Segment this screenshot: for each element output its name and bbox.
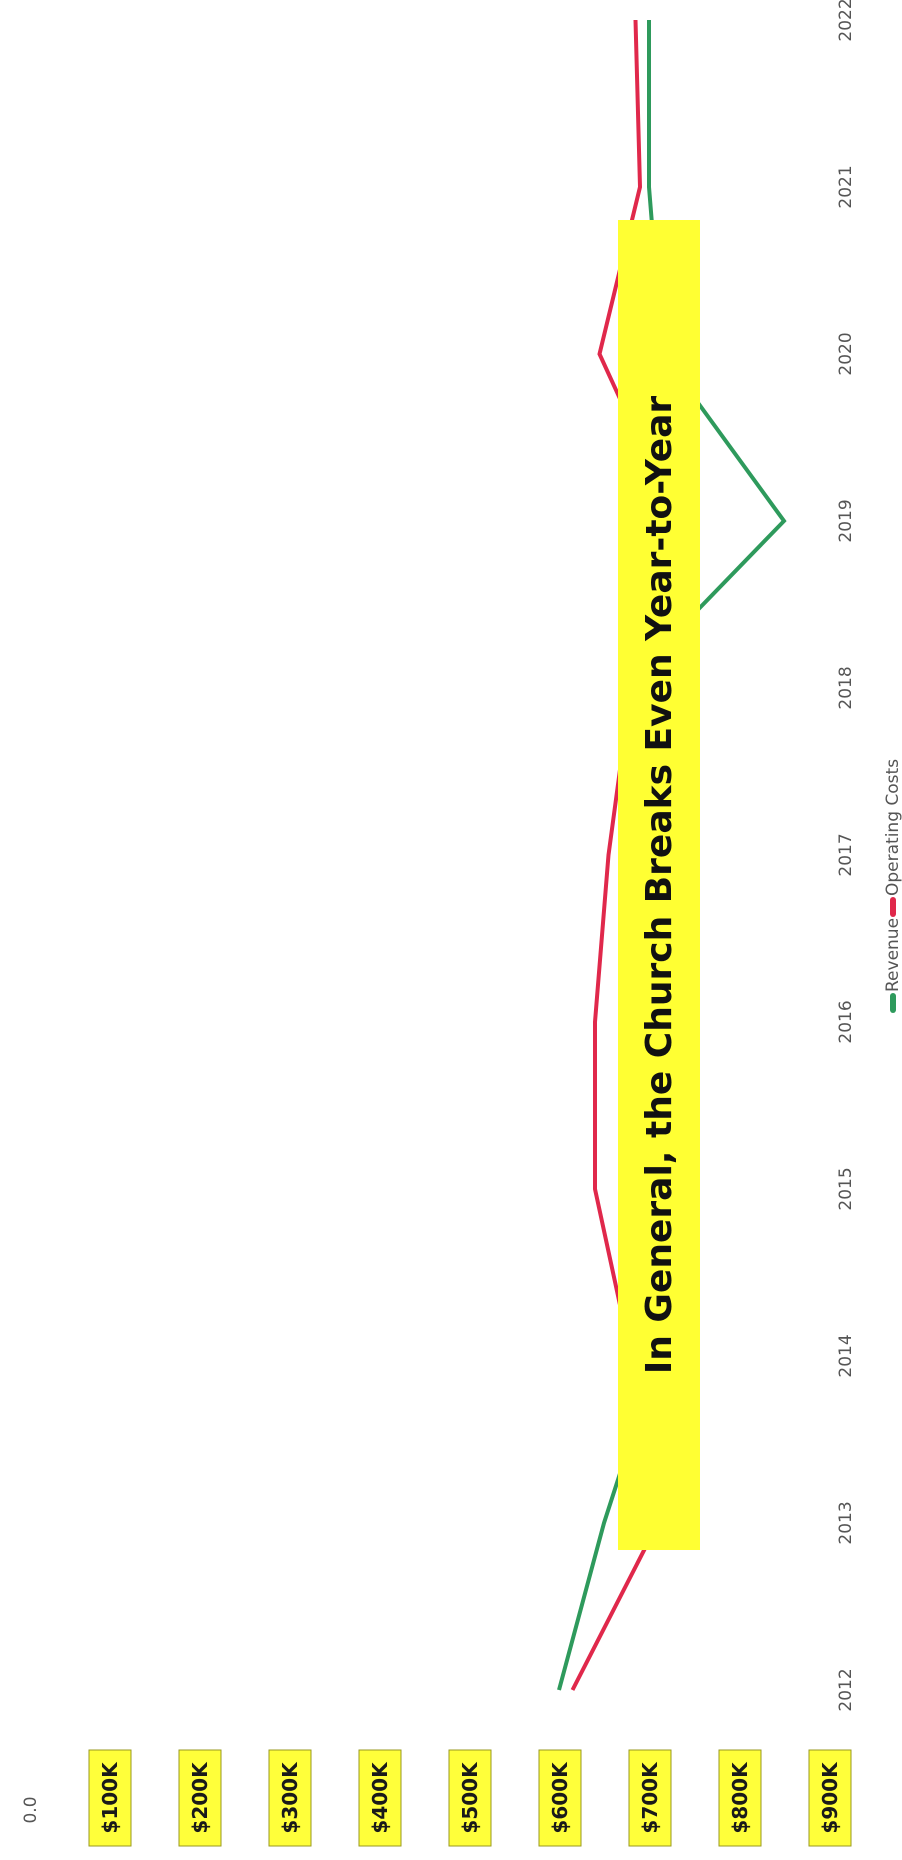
- y-tick-label: $100K: [88, 1749, 132, 1847]
- y-tick-label: $500K: [448, 1749, 492, 1847]
- x-tick-label: 2017: [836, 833, 856, 876]
- x-axis-ticks: 2012 2013 2014 2015 2016 2017 2018 2019 2020 2021…: [836, 0, 856, 1712]
- y-tick-label: $200K: [178, 1749, 222, 1847]
- x-tick-label: 2018: [836, 666, 856, 709]
- y-tick-label: $600K: [538, 1749, 582, 1847]
- annotation-banner: In General, the Church Breaks Even Year-…: [618, 220, 700, 1550]
- y-tick-box: [268, 1749, 312, 1847]
- y-tick-zero: 0.0: [21, 1796, 41, 1823]
- y-tick-label: $800K: [718, 1749, 762, 1847]
- y-tick-text: $100K: [98, 1761, 122, 1834]
- y-tick-box: [178, 1749, 222, 1847]
- y-tick-box: [718, 1749, 762, 1847]
- x-tick-label: 2012: [836, 1668, 856, 1711]
- y-tick-text: $400K: [368, 1761, 392, 1834]
- x-tick-label: 2016: [836, 1000, 856, 1043]
- x-tick-label: 2014: [836, 1334, 856, 1377]
- x-tick-label: 2021: [836, 165, 856, 208]
- y-tick-box: [808, 1749, 852, 1847]
- y-axis-ticks: 0.0 $100K $200K $300K $400K $500K $600K $700K $8…: [21, 1749, 852, 1847]
- y-tick-box: [538, 1749, 582, 1847]
- y-tick-text: $300K: [278, 1761, 302, 1834]
- legend-label: Operating Costs: [883, 759, 902, 896]
- y-tick-label: $900K: [808, 1749, 852, 1847]
- y-tick-text: $900K: [818, 1761, 842, 1834]
- y-tick-text: $800K: [728, 1761, 752, 1834]
- x-tick-label: 2013: [836, 1501, 856, 1544]
- annotation-banner-background: [618, 220, 700, 1550]
- y-tick-label: $700K: [628, 1749, 672, 1847]
- legend: Revenue Operating Costs: [883, 759, 902, 1013]
- x-tick-label: 2019: [836, 499, 856, 542]
- y-tick-box: [628, 1749, 672, 1847]
- y-tick-text: $200K: [188, 1761, 212, 1834]
- y-tick-box: [88, 1749, 132, 1847]
- y-tick-text: $500K: [458, 1761, 482, 1834]
- y-tick-text: $600K: [548, 1761, 572, 1834]
- y-tick-box: [358, 1749, 402, 1847]
- y-tick-box: [448, 1749, 492, 1847]
- y-tick-text: $700K: [638, 1761, 662, 1834]
- x-tick-label: 2022: [836, 0, 856, 42]
- x-tick-label: 2015: [836, 1167, 856, 1210]
- y-tick-label: $300K: [268, 1749, 312, 1847]
- x-tick-label: 2020: [836, 332, 856, 375]
- annotation-banner-text: In General, the Church Breaks Even Year-…: [639, 396, 680, 1375]
- legend-label: Revenue: [883, 918, 902, 992]
- y-tick-label: $400K: [358, 1749, 402, 1847]
